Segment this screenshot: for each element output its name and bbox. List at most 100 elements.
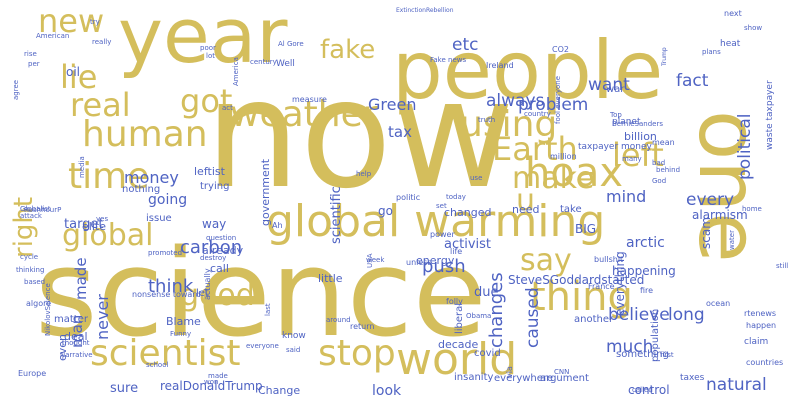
cloud-word: liberal	[454, 303, 465, 334]
cloud-word: rtenews	[744, 309, 776, 318]
cloud-word: use	[470, 174, 482, 182]
cloud-word: good	[180, 278, 255, 313]
cloud-word: got	[180, 82, 232, 120]
cloud-word: lie	[60, 58, 97, 96]
cloud-word: try	[90, 18, 100, 26]
cloud-word: target	[64, 217, 104, 232]
cloud-word: arctic	[626, 235, 665, 251]
cloud-word: last	[264, 303, 272, 316]
cloud-word: already	[202, 244, 244, 257]
cloud-word: leftist	[194, 165, 226, 178]
cloud-word: real	[70, 86, 131, 124]
cloud-word: Well	[276, 59, 295, 69]
cloud-word: scientific	[329, 186, 344, 244]
cloud-word: Top	[609, 111, 622, 119]
cloud-word: global	[62, 218, 154, 253]
cloud-word: actually	[203, 268, 212, 300]
cloud-word: said	[286, 346, 300, 354]
cloud-word: push	[422, 256, 466, 277]
cloud-word: Ah	[272, 221, 283, 230]
cloud-word: first	[660, 351, 674, 359]
cloud-word: think	[148, 276, 194, 297]
cloud-word: unless	[406, 258, 432, 267]
cloud-word: hoax	[525, 150, 623, 196]
cloud-word: government	[259, 158, 272, 226]
cloud-word: deal	[64, 330, 88, 343]
cloud-word: million	[550, 152, 577, 161]
cloud-word: media	[78, 156, 86, 178]
cloud-word: algore	[26, 299, 51, 308]
cloud-word: alarmism	[692, 208, 748, 222]
cloud-word: always	[486, 91, 545, 111]
cloud-word: BIG	[575, 222, 596, 236]
cloud-word: go	[378, 204, 393, 218]
cloud-word: RushhourP	[24, 206, 61, 214]
cloud-word: everywhere	[494, 373, 553, 384]
cloud-word: Funny	[170, 330, 191, 338]
cloud-word: trying	[200, 181, 229, 192]
cloud-word: made	[208, 372, 228, 380]
cloud-word: help	[356, 170, 372, 178]
cloud-word: school	[146, 361, 168, 369]
cloud-word: another	[574, 314, 614, 325]
cloud-word: question	[206, 234, 236, 242]
cloud-word: next	[724, 9, 742, 18]
cloud-word: Green	[368, 95, 416, 114]
cloud-word: need	[512, 203, 540, 216]
cloud-word: war	[606, 84, 625, 95]
cloud-word: insanity	[454, 372, 493, 383]
cloud-word: fire	[640, 286, 653, 295]
cloud-word: lot	[206, 52, 215, 60]
cloud-word: argument	[540, 373, 589, 384]
cloud-word: Trump	[661, 47, 668, 67]
cloud-word: behind	[656, 166, 680, 174]
cloud-word: scam	[699, 217, 713, 249]
cloud-word: politic	[396, 193, 420, 202]
cloud-word: happen	[746, 321, 776, 330]
cloud-word: attack	[20, 212, 43, 220]
cloud-word: Fake news	[430, 56, 466, 64]
cloud-word: heat	[720, 39, 741, 49]
cloud-word: everything	[613, 251, 627, 316]
cloud-word: problem	[518, 95, 588, 115]
cloud-word: bad	[652, 159, 665, 167]
cloud-word: oil	[66, 65, 80, 79]
cloud-word: around	[326, 316, 351, 324]
cloud-word: mind	[606, 187, 646, 206]
cloud-word: via	[505, 366, 514, 378]
cloud-word: going	[148, 192, 187, 208]
cloud-word: using	[460, 104, 557, 145]
cloud-word: thought	[62, 339, 90, 347]
cloud-word: set	[436, 202, 447, 210]
cloud-word: take	[560, 204, 582, 215]
cloud-word: century	[250, 58, 277, 66]
cloud-word: thinking	[16, 266, 44, 274]
cloud-word: act	[222, 104, 233, 112]
cloud-word: scientist	[90, 333, 241, 374]
cloud-word: water	[728, 230, 736, 250]
cloud-word: Blame	[166, 315, 201, 328]
cloud-word: folly	[446, 297, 463, 306]
cloud-word: God	[652, 177, 666, 185]
cloud-word: SteveSGoddardstarted	[508, 273, 644, 287]
cloud-word: money	[124, 168, 179, 187]
cloud-word: want	[588, 75, 630, 95]
cloud-word: global warming	[266, 196, 605, 247]
cloud-word: one	[680, 110, 775, 263]
cloud-word: week	[366, 256, 385, 264]
cloud-word: natural	[706, 375, 767, 395]
cloud-word: fact	[676, 71, 709, 91]
cloud-word: truth	[478, 116, 495, 124]
cloud-word: decade	[438, 338, 479, 351]
cloud-word: year	[118, 0, 288, 80]
cloud-word: people	[392, 24, 663, 117]
cloud-word: agree	[12, 80, 20, 100]
cloud-word: called	[632, 386, 653, 394]
cloud-word: happening	[612, 264, 676, 278]
cloud-word: France	[588, 282, 615, 291]
cloud-word: human	[82, 114, 208, 155]
cloud-word: caused	[523, 287, 543, 348]
cloud-word: sure	[110, 381, 138, 396]
cloud-word: home	[742, 205, 762, 213]
